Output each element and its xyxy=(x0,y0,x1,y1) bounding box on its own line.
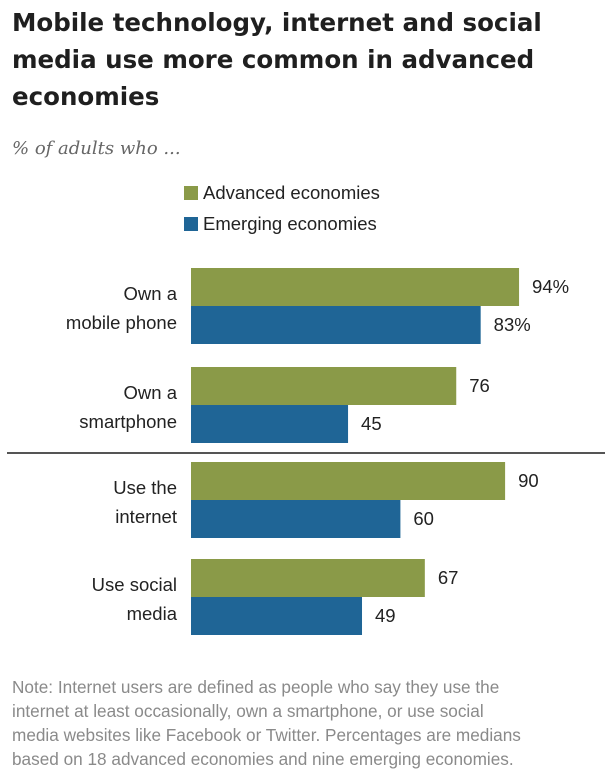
category-label-2-0: Use the xyxy=(113,477,177,498)
value-label-1-1: 45 xyxy=(361,413,382,434)
bar-0-1 xyxy=(191,306,481,344)
value-label-3-1: 49 xyxy=(375,605,396,626)
chart-title: Mobile technology, internet and social m… xyxy=(12,8,542,111)
category-labels: Own a mobile phone Own a smartphone Use the i… xyxy=(66,283,178,624)
bar-chart: Advanced economies Emerging economies Own… xyxy=(7,182,605,635)
category-label-1-1: smartphone xyxy=(79,411,177,432)
bar-3-0 xyxy=(191,559,425,597)
bar-3-1 xyxy=(191,597,363,635)
legend-swatch-0 xyxy=(184,186,198,200)
chart-note: Note: Internet users are defined as peop… xyxy=(12,677,521,769)
bar-0-0 xyxy=(191,268,520,306)
legend-swatch-1 xyxy=(184,217,198,231)
bars xyxy=(7,268,605,635)
category-label-3-0: Use social xyxy=(92,574,177,595)
legend-label-1: Emerging economies xyxy=(203,213,377,234)
value-labels: 94%83% 76 45 90 60 67 49 xyxy=(361,276,569,626)
chart-subtitle: % of adults who ... xyxy=(12,138,181,159)
value-label-2-1: 60 xyxy=(413,508,434,529)
bar-1-0 xyxy=(191,367,457,405)
legend: Advanced economies Emerging economies xyxy=(184,182,380,234)
bar-2-0 xyxy=(191,462,506,500)
category-label-3-1: media xyxy=(127,603,178,624)
category-label-0-1: mobile phone xyxy=(66,312,177,333)
value-label-1-0: 76 xyxy=(469,375,490,396)
value-label-2-0: 90 xyxy=(518,470,539,491)
bar-1-1 xyxy=(191,405,349,443)
category-label-0-0: Own a xyxy=(124,283,178,304)
value-label-3-0: 67 xyxy=(438,567,459,588)
bar-2-1 xyxy=(191,500,401,538)
legend-label-0: Advanced economies xyxy=(203,182,380,203)
category-label-1-0: Own a xyxy=(124,382,178,403)
category-label-2-1: internet xyxy=(115,506,177,527)
value-label-0-1: 83% xyxy=(494,314,531,335)
value-label-0-0: 94% xyxy=(532,276,569,297)
